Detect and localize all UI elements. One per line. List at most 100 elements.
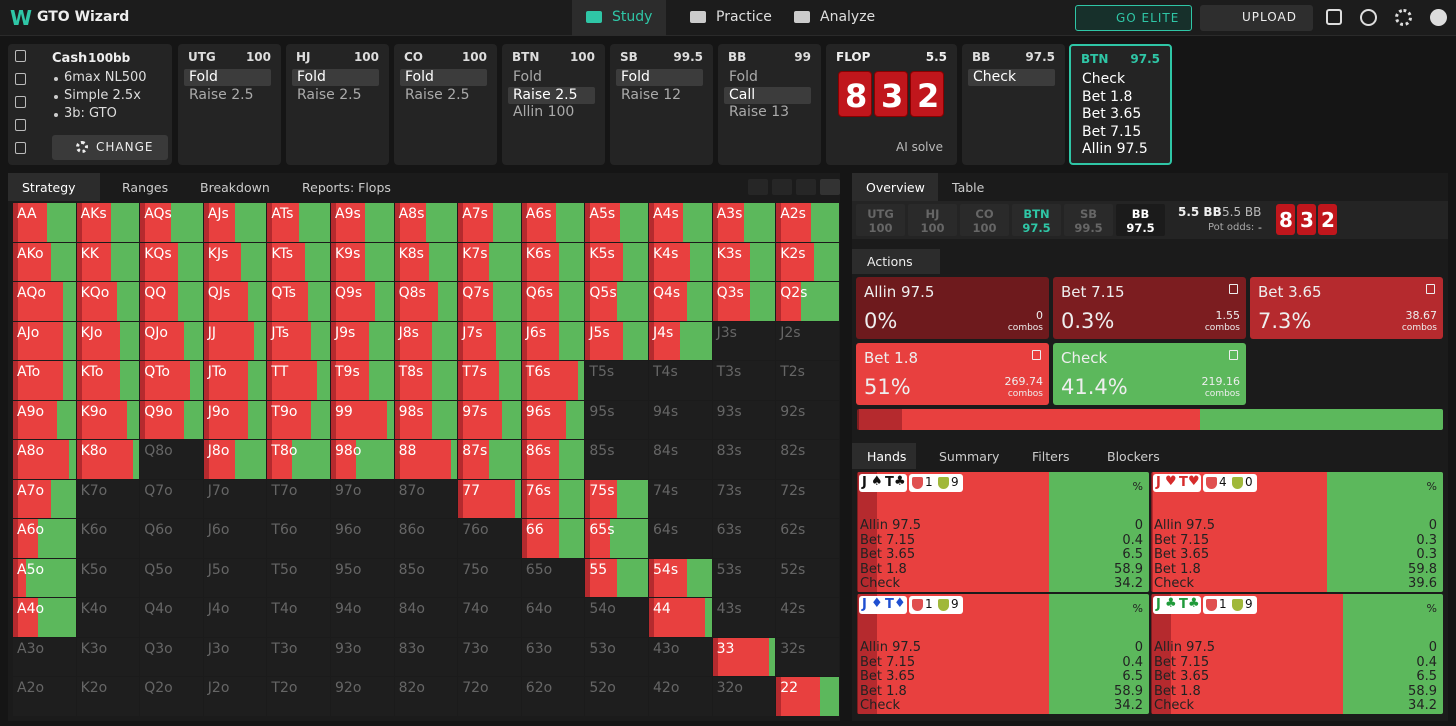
hand-cell[interactable]: KQo bbox=[76, 282, 140, 321]
settings-icon[interactable] bbox=[1395, 9, 1412, 26]
hand-cell[interactable]: 84s bbox=[649, 440, 712, 479]
action-option[interactable]: Bet 7.15 bbox=[1077, 124, 1164, 141]
hand-cell[interactable]: 65s bbox=[585, 519, 648, 558]
hand-cell[interactable]: AQo bbox=[13, 282, 76, 321]
hand-cell[interactable]: 53s bbox=[712, 558, 776, 597]
position-panel[interactable]: UTG 100 Fold Raise 2.5 bbox=[178, 44, 281, 165]
hand-cell[interactable]: 64o bbox=[521, 598, 585, 637]
summary-position[interactable]: UTG 100 bbox=[856, 204, 905, 236]
overview-tab[interactable]: Overview bbox=[852, 173, 938, 201]
hand-cell[interactable]: TT bbox=[267, 361, 330, 400]
account-icon[interactable] bbox=[1430, 9, 1447, 26]
view-toggle[interactable] bbox=[748, 179, 768, 195]
hand-cell[interactable]: 95o bbox=[331, 558, 394, 597]
hand-cell[interactable]: 92s bbox=[776, 400, 839, 439]
action-option[interactable]: Bet 1.8 bbox=[1077, 89, 1164, 106]
action-option[interactable]: Fold bbox=[508, 69, 595, 86]
hand-cell[interactable]: 87s bbox=[458, 440, 521, 479]
hand-cell[interactable]: A3s bbox=[712, 203, 776, 242]
hand-cell[interactable]: 74o bbox=[458, 598, 521, 637]
hand-cell[interactable]: 65o bbox=[521, 558, 585, 597]
hand-cell[interactable]: AKs bbox=[76, 203, 140, 242]
position-panel[interactable]: SB 99.5 Fold Raise 12 bbox=[610, 44, 713, 165]
action-option[interactable]: Bet 3.65 bbox=[1077, 106, 1164, 123]
hand-cell[interactable]: T6s bbox=[521, 361, 585, 400]
hand-cell[interactable]: ATo bbox=[13, 361, 76, 400]
hand-cell[interactable]: T6o bbox=[267, 519, 330, 558]
hand-cell[interactable]: 72s bbox=[776, 479, 839, 518]
hand-cell[interactable]: JTo bbox=[203, 361, 267, 400]
hand-cell[interactable]: T3o bbox=[267, 637, 330, 676]
action-card[interactable]: Bet 3.65 7.3% 38.67 combos bbox=[1250, 277, 1443, 339]
hand-cell[interactable]: 32o bbox=[712, 677, 776, 716]
view-toggle[interactable] bbox=[820, 179, 840, 195]
hand-cell[interactable]: 32s bbox=[776, 637, 839, 676]
hand-cell[interactable]: ATs bbox=[267, 203, 330, 242]
ai-solve[interactable]: AI solve bbox=[896, 140, 943, 154]
hand-cell[interactable]: 98o bbox=[331, 440, 394, 479]
hand-cell[interactable]: 63s bbox=[712, 519, 776, 558]
hand-cell[interactable]: AQs bbox=[140, 203, 203, 242]
strategy-tab[interactable]: Reports: Flops bbox=[288, 173, 408, 201]
hand-cell[interactable]: J3o bbox=[203, 637, 267, 676]
logo[interactable]: W bbox=[10, 6, 33, 30]
nav-tab[interactable]: Study bbox=[572, 0, 666, 36]
hand-cell[interactable]: 92o bbox=[331, 677, 394, 716]
hand-cell[interactable]: 33 bbox=[712, 637, 776, 676]
hand-cell[interactable]: 42o bbox=[649, 677, 712, 716]
hand-card[interactable] bbox=[1151, 594, 1443, 714]
hand-cell[interactable]: T5o bbox=[267, 558, 330, 597]
hand-cell[interactable]: J9s bbox=[331, 321, 394, 360]
action-card[interactable]: Check 41.4% 219.16 combos bbox=[1053, 343, 1246, 405]
hand-cell[interactable]: 88 bbox=[394, 440, 458, 479]
hand-cell[interactable]: T8s bbox=[394, 361, 458, 400]
hand-cell[interactable]: A8s bbox=[394, 203, 458, 242]
hand-cell[interactable]: 83s bbox=[712, 440, 776, 479]
hand-cell[interactable]: T3s bbox=[712, 361, 776, 400]
hand-cell[interactable]: Q7o bbox=[140, 479, 203, 518]
hand-cell[interactable]: 73s bbox=[712, 479, 776, 518]
hand-cell[interactable]: K5o bbox=[76, 558, 140, 597]
hand-cell[interactable]: J4s bbox=[649, 321, 712, 360]
hand-cell[interactable]: Q8s bbox=[394, 282, 458, 321]
hand-cell[interactable]: Q5o bbox=[140, 558, 203, 597]
hand-cell[interactable]: 62o bbox=[521, 677, 585, 716]
hand-cell[interactable]: K3s bbox=[712, 242, 776, 281]
hand-cell[interactable]: A3o bbox=[13, 637, 76, 676]
hand-cell[interactable]: J5o bbox=[203, 558, 267, 597]
sidebar-icon[interactable] bbox=[15, 142, 26, 154]
hand-card[interactable] bbox=[857, 472, 1149, 592]
hand-cell[interactable]: A9o bbox=[13, 400, 76, 439]
position-panel[interactable]: BTN 97.5 Check Bet 1.8 Bet 3.65 Bet 7.15 Allin… bbox=[1069, 44, 1172, 165]
action-option[interactable]: Raise 13 bbox=[724, 104, 811, 121]
hand-cell[interactable]: A5s bbox=[585, 203, 648, 242]
overview-tab[interactable]: Table bbox=[938, 173, 1024, 201]
view-toggle[interactable] bbox=[796, 179, 816, 195]
hand-cell[interactable]: A4s bbox=[649, 203, 712, 242]
summary-position[interactable]: SB 99.5 bbox=[1064, 204, 1113, 236]
hand-cell[interactable]: AKo bbox=[13, 242, 76, 281]
hand-cell[interactable]: K7o bbox=[76, 479, 140, 518]
hand-cell[interactable]: T5s bbox=[585, 361, 648, 400]
hand-cell[interactable]: 73o bbox=[458, 637, 521, 676]
hand-cell[interactable]: A5o bbox=[13, 558, 76, 597]
hand-cell[interactable]: Q4s bbox=[649, 282, 712, 321]
hand-cell[interactable]: 97o bbox=[331, 479, 394, 518]
hand-cell[interactable]: 63o bbox=[521, 637, 585, 676]
hand-cell[interactable]: T2s bbox=[776, 361, 839, 400]
hand-cell[interactable]: 76s bbox=[521, 479, 585, 518]
hand-cell[interactable]: KTs bbox=[267, 242, 330, 281]
position-panel[interactable]: HJ 100 Fold Raise 2.5 bbox=[286, 44, 389, 165]
summary-position[interactable]: HJ 100 bbox=[908, 204, 957, 236]
hand-cell[interactable]: K6o bbox=[76, 519, 140, 558]
action-option[interactable]: Fold bbox=[292, 69, 379, 86]
hand-cell[interactable]: 74s bbox=[649, 479, 712, 518]
hand-cell[interactable]: 85o bbox=[394, 558, 458, 597]
hand-cell[interactable]: T2o bbox=[267, 677, 330, 716]
hand-card[interactable] bbox=[857, 594, 1149, 714]
hand-cell[interactable]: 53o bbox=[585, 637, 648, 676]
hand-cell[interactable]: 96o bbox=[331, 519, 394, 558]
hand-cell[interactable]: K2s bbox=[776, 242, 839, 281]
hand-cell[interactable]: Q5s bbox=[585, 282, 648, 321]
hand-cell[interactable]: K9o bbox=[76, 400, 140, 439]
